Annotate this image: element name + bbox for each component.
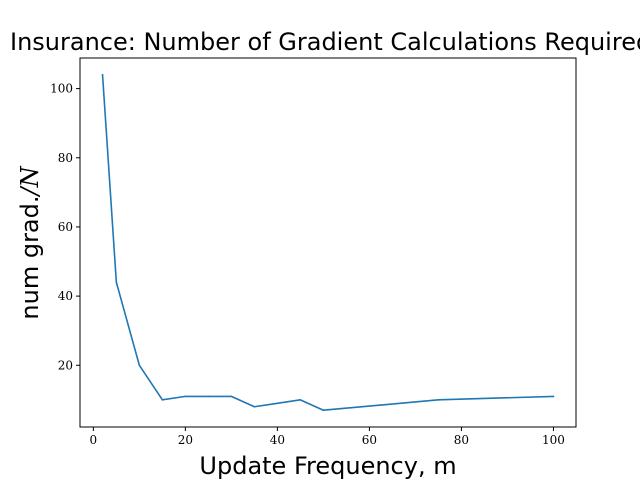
- series-line-0: [101, 73, 555, 412]
- data-point: [161, 399, 164, 401]
- data-point: [184, 395, 187, 398]
- x-tick-label: 80: [454, 433, 469, 447]
- y-tick-label: 100: [50, 82, 73, 96]
- data-point: [101, 73, 104, 76]
- chart-title: Insurance: Number of Gradient Calculatio…: [10, 28, 640, 56]
- y-axis: 20 40 60 80 100: [50, 82, 80, 372]
- y-tick-label: 20: [58, 358, 73, 372]
- y-tick-label: 40: [58, 289, 73, 303]
- y-axis-label-symbol: N: [16, 165, 44, 188]
- x-axis-label: Update Frequency, m: [199, 452, 456, 480]
- data-point: [253, 405, 256, 408]
- x-axis: 0 20 40 60 80 100: [90, 427, 565, 447]
- data-point: [276, 402, 279, 405]
- data-point: [322, 409, 325, 412]
- y-axis-label: num grad./N: [16, 165, 44, 319]
- data-point: [437, 399, 440, 401]
- y-axis-label-prefix: num grad.: [16, 195, 44, 319]
- x-tick-label: 20: [178, 433, 193, 447]
- x-tick-label: 60: [362, 433, 377, 447]
- data-point: [115, 281, 118, 284]
- x-tick-label: 40: [270, 433, 285, 447]
- x-tick-label: 100: [542, 433, 565, 447]
- axes-frame: [79, 57, 577, 428]
- y-tick-label: 80: [58, 151, 73, 165]
- data-point: [138, 364, 141, 367]
- y-axis-label-slash: /: [16, 184, 44, 197]
- data-point: [299, 399, 302, 401]
- plot-area: [101, 73, 555, 412]
- y-tick-label: 60: [58, 220, 73, 234]
- x-tick-label: 0: [90, 433, 98, 447]
- data-point: [207, 395, 210, 398]
- data-point: [230, 395, 233, 398]
- data-point: [552, 395, 555, 398]
